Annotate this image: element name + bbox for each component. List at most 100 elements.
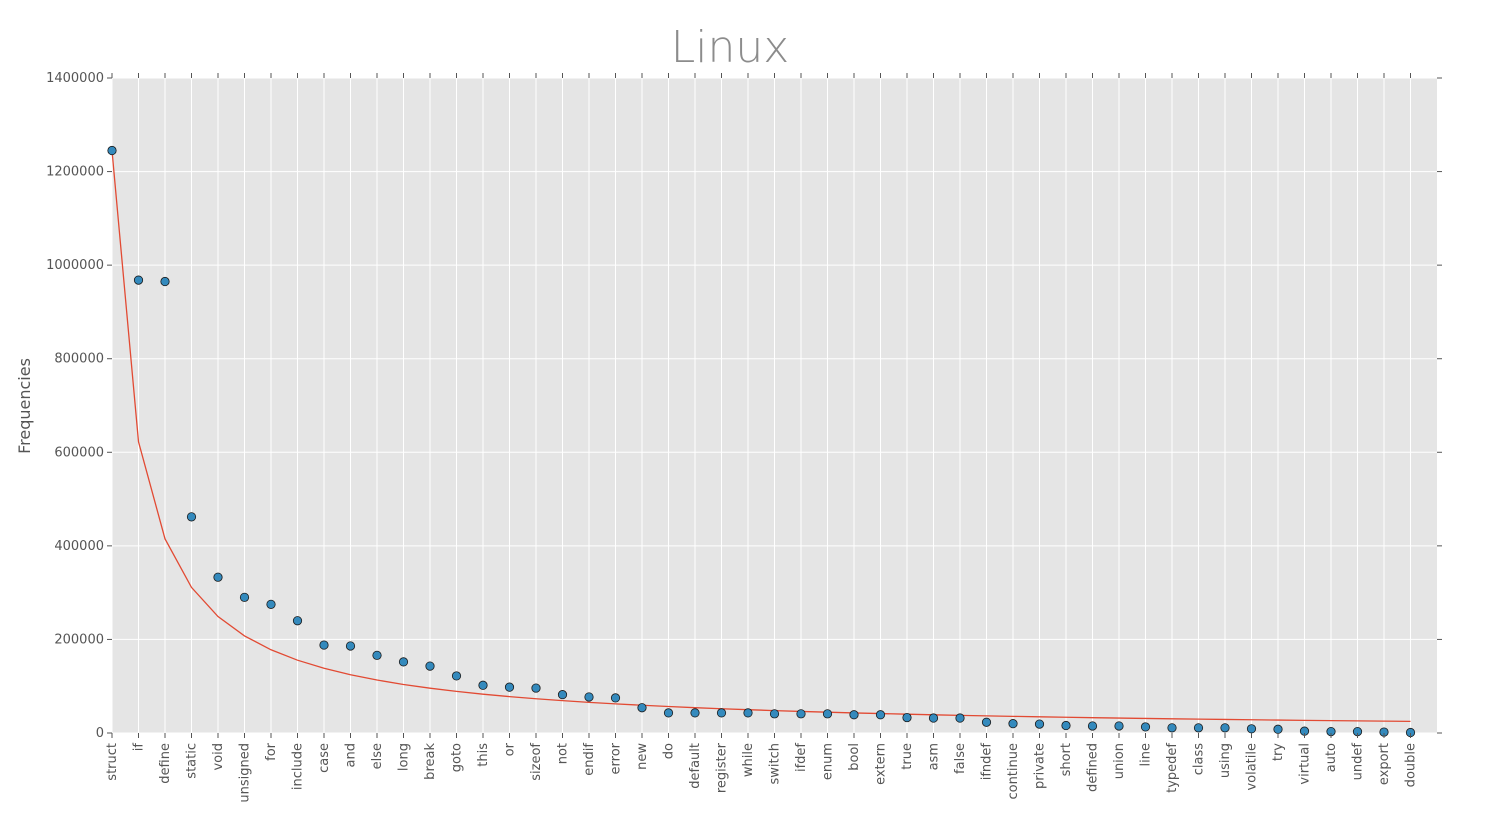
x-tick-label: try (1271, 743, 1286, 761)
data-points (107, 145, 1416, 738)
y-axis-label: Frequencies (15, 358, 34, 454)
x-tick-label: undef (1351, 743, 1366, 781)
data-point (928, 713, 939, 723)
data-point (133, 275, 144, 285)
data-point (1034, 719, 1045, 729)
y-tick-label: 1000000 (46, 258, 104, 273)
data-point (531, 683, 541, 693)
x-tick-label: this (476, 743, 491, 767)
x-tick-label: not (556, 743, 571, 764)
fit-line (111, 150, 1411, 723)
data-point (372, 650, 382, 660)
x-tick-label: defined (1086, 743, 1101, 792)
x-tick-label: bool (847, 743, 862, 771)
x-tick-label: private (1033, 743, 1048, 789)
x-tick-label: asm (927, 743, 942, 770)
data-point (504, 682, 515, 692)
x-tick-label: auto (1324, 743, 1339, 772)
y-axis: 0 200000 400000 600000 800000 1000000 1200000 1… (46, 71, 1442, 741)
data-point (1273, 724, 1283, 734)
x-tick-label: register (715, 742, 730, 793)
data-point (875, 710, 886, 720)
data-point (663, 708, 674, 718)
data-point (292, 616, 303, 626)
chart-title: Linux (671, 22, 790, 73)
data-point (584, 692, 594, 702)
data-point (1008, 719, 1018, 729)
data-point (478, 680, 488, 690)
x-tick-label: extern (874, 743, 889, 785)
data-point (213, 572, 223, 582)
x-tick-label: break (423, 743, 438, 780)
data-point (796, 709, 806, 719)
y-tick-label: 1400000 (46, 71, 104, 86)
x-tick-label: long (397, 743, 412, 771)
x-tick-label: while (741, 743, 756, 777)
x-tick-label: double (1404, 743, 1419, 787)
x-tick-label: short (1059, 743, 1074, 776)
x-tick-label: line (1139, 743, 1154, 766)
x-tick-label: define (158, 743, 173, 784)
grid (111, 77, 1437, 734)
y-tick-label: 600000 (54, 445, 104, 460)
y-tick-label: 200000 (54, 632, 104, 647)
data-point (1220, 723, 1230, 733)
y-tick-label: 800000 (54, 352, 104, 367)
x-tick-label: enum (821, 743, 836, 780)
data-point (849, 710, 859, 720)
x-tick-label: struct (105, 743, 120, 781)
data-point (902, 712, 912, 723)
data-point (160, 276, 170, 287)
x-tick-label: switch (768, 743, 783, 785)
x-tick-label: static (185, 743, 200, 779)
x-tick-label: sizeof (529, 743, 544, 781)
x-tick-label: using (1218, 743, 1233, 778)
y-tick-label: 400000 (54, 539, 104, 554)
x-tick-label: case (317, 743, 332, 773)
data-point (319, 640, 329, 650)
data-point (557, 690, 568, 700)
x-tick-label: unsigned (238, 743, 253, 803)
x-tick-label: typedef (1165, 743, 1180, 793)
x-tick-label: false (953, 743, 968, 774)
x-tick-label: or (503, 742, 518, 756)
x-tick-label: endif (582, 743, 597, 776)
data-point (107, 145, 117, 156)
x-tick-label: error (609, 742, 624, 774)
x-tick-label: new (635, 743, 650, 770)
fit-line-group (111, 150, 1411, 723)
x-tick-label: include (291, 743, 306, 790)
data-point (1114, 721, 1124, 731)
x-tick-label: default (688, 743, 703, 789)
data-point (266, 599, 276, 609)
data-point (822, 709, 833, 719)
data-point (239, 592, 250, 602)
data-point (743, 708, 753, 718)
x-tick-label: else (370, 743, 385, 769)
data-point (1061, 720, 1071, 731)
x-tick-label: class (1192, 743, 1207, 775)
data-point (637, 703, 647, 713)
data-point (345, 641, 356, 651)
data-point (425, 661, 435, 671)
x-tick-label: union (1112, 743, 1127, 779)
data-point (690, 708, 700, 718)
data-point (610, 693, 621, 703)
data-point (186, 512, 197, 522)
data-point (769, 709, 780, 719)
data-point (1140, 722, 1151, 732)
x-tick-label: ifndef (980, 743, 995, 781)
x-axis: struct if define static void unsigned for inclu… (105, 73, 1419, 803)
x-tick-label: if (132, 743, 147, 752)
x-tick-label: do (662, 743, 677, 759)
x-tick-label: volatile (1245, 743, 1260, 791)
y-tick-label: 1200000 (46, 165, 104, 180)
x-tick-label: void (211, 743, 226, 771)
y-tick-label: 0 (96, 726, 104, 741)
data-point (398, 657, 409, 667)
x-tick-label: virtual (1298, 743, 1313, 785)
data-point (1167, 723, 1177, 733)
x-tick-label: for (264, 742, 279, 761)
x-tick-label: true (900, 743, 915, 770)
